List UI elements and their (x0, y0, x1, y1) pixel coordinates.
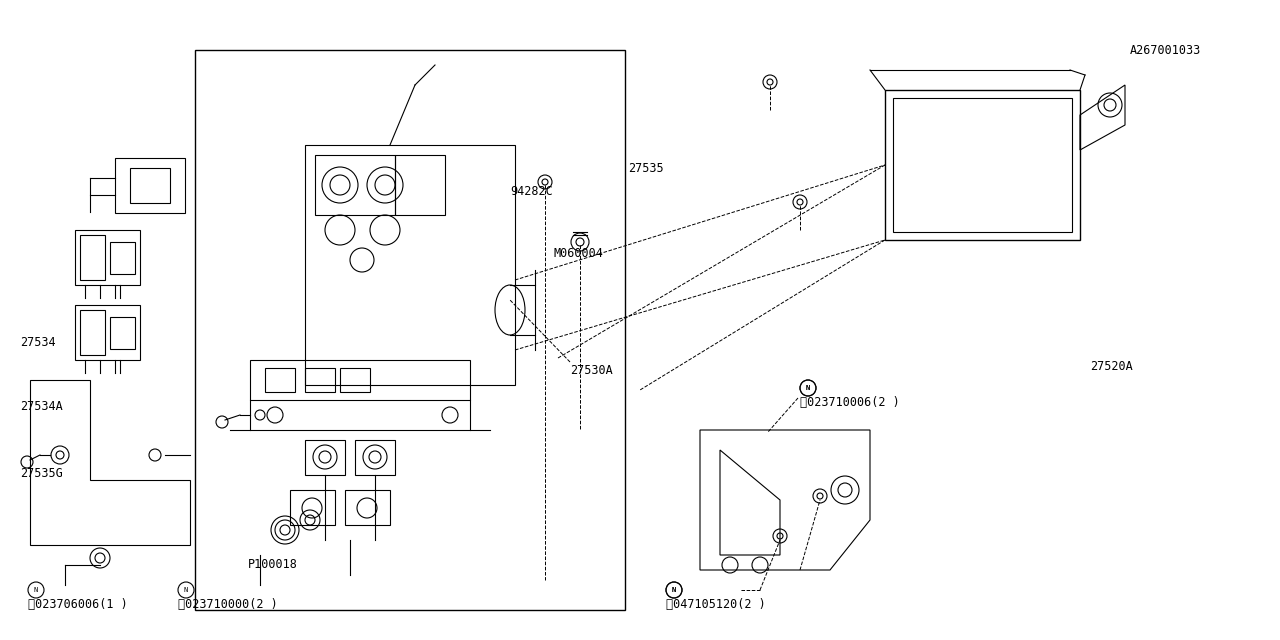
Bar (396, 155, 445, 215)
Text: 27534: 27534 (20, 336, 55, 349)
Text: M060004: M060004 (554, 247, 604, 260)
Text: ⓝ047105120(2 ): ⓝ047105120(2 ) (666, 598, 765, 611)
Bar (305, 368, 335, 392)
Text: 27530A: 27530A (570, 364, 613, 377)
Text: N: N (672, 587, 676, 593)
Bar (305, 145, 515, 385)
Bar (291, 490, 335, 525)
Bar (110, 242, 134, 274)
Bar (195, 50, 625, 610)
Bar (893, 98, 1073, 232)
Bar (115, 158, 186, 213)
Text: A267001033: A267001033 (1130, 44, 1201, 57)
Bar (884, 90, 1080, 240)
Text: N: N (33, 587, 38, 593)
Bar (79, 235, 105, 280)
Bar (131, 168, 170, 203)
Bar (110, 317, 134, 349)
Bar (76, 230, 140, 285)
Text: 27535: 27535 (628, 162, 663, 175)
Bar (355, 440, 396, 475)
Bar (315, 155, 396, 215)
Bar (305, 440, 346, 475)
Text: N: N (184, 587, 188, 593)
Bar (340, 368, 370, 392)
Text: N: N (806, 385, 810, 391)
Text: N: N (806, 385, 810, 391)
Bar (79, 310, 105, 355)
Bar (76, 305, 140, 360)
Bar (265, 368, 294, 392)
Text: ⓝ023710000(2 ): ⓝ023710000(2 ) (178, 598, 278, 611)
Text: 27520A: 27520A (1091, 360, 1133, 373)
Bar (250, 360, 470, 400)
Text: ⓝ023706006(1 ): ⓝ023706006(1 ) (28, 598, 128, 611)
Text: 27535G: 27535G (20, 467, 63, 480)
Text: N: N (672, 587, 676, 593)
Text: 27534A: 27534A (20, 400, 63, 413)
Text: P100018: P100018 (248, 558, 298, 571)
Text: 94282C: 94282C (509, 185, 553, 198)
Bar (346, 490, 390, 525)
Text: ⓝ023710006(2 ): ⓝ023710006(2 ) (800, 396, 900, 409)
